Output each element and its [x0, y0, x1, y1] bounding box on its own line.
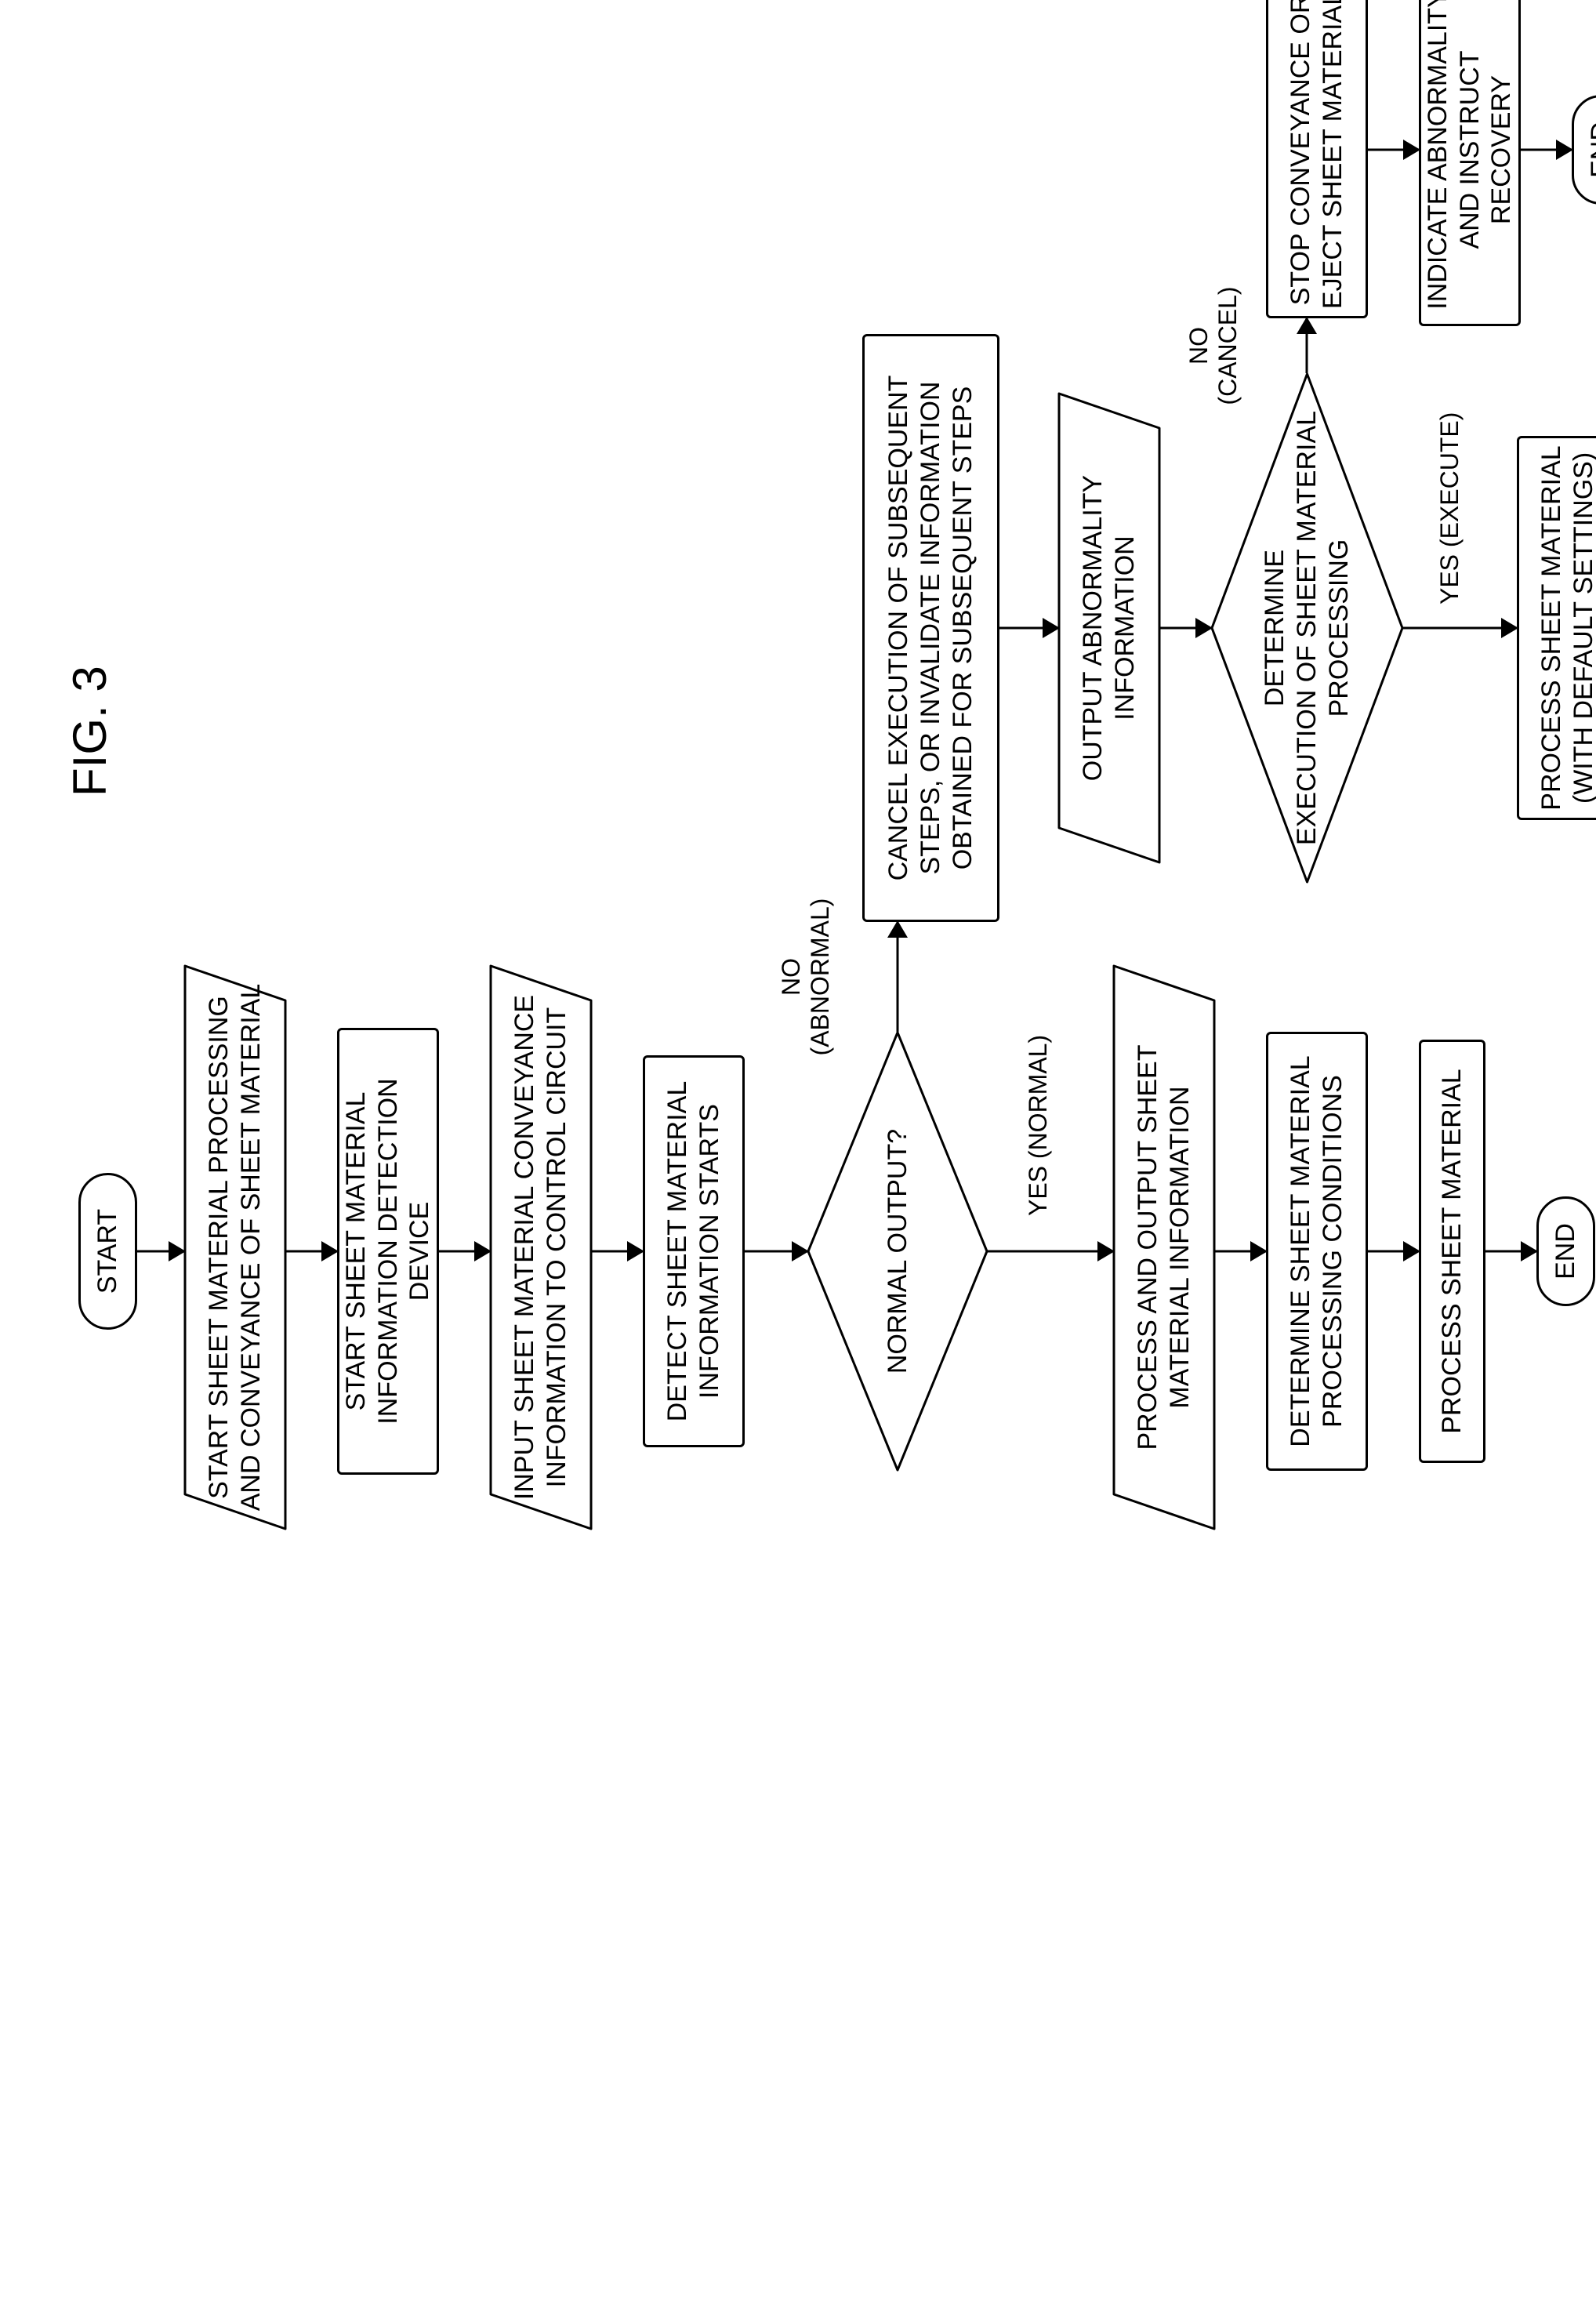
process-r7: STOP CONVEYANCE OR EJECT SHEET MATERIAL [1266, 0, 1368, 318]
io-p2 [490, 965, 592, 1530]
process-r3: DETERMINE SHEET MATERIAL PROCESSING COND… [1266, 1032, 1368, 1471]
terminator-end1: END [1536, 1196, 1595, 1306]
process-r6: PROCESS SHEET MATERIAL (WITH DEFAULT SET… [1517, 436, 1596, 820]
io-p3 [1113, 965, 1215, 1530]
process-r1: START SHEET MATERIAL INFORMATION DETECTI… [337, 1028, 439, 1475]
process-r4: PROCESS SHEET MATERIAL [1419, 1040, 1485, 1463]
decision-d1 [807, 1032, 988, 1471]
process-r8: INDICATE ABNORMALITY AND INSTRUCT RECOVE… [1419, 0, 1521, 326]
terminator-end3: END [1572, 95, 1596, 205]
decision-d2 [1211, 373, 1403, 883]
process-r5: CANCEL EXECUTION OF SUBSEQUENT STEPS, OR… [862, 334, 999, 922]
edge-label: YES (EXECUTE) [1435, 412, 1464, 604]
io-p4 [1058, 393, 1160, 863]
process-r2: DETECT SHEET MATERIAL INFORMATION STARTS [643, 1055, 745, 1447]
io-p1 [184, 965, 286, 1530]
edge-label: YES (NORMAL) [1024, 1035, 1052, 1216]
terminator-start: START [78, 1173, 137, 1330]
